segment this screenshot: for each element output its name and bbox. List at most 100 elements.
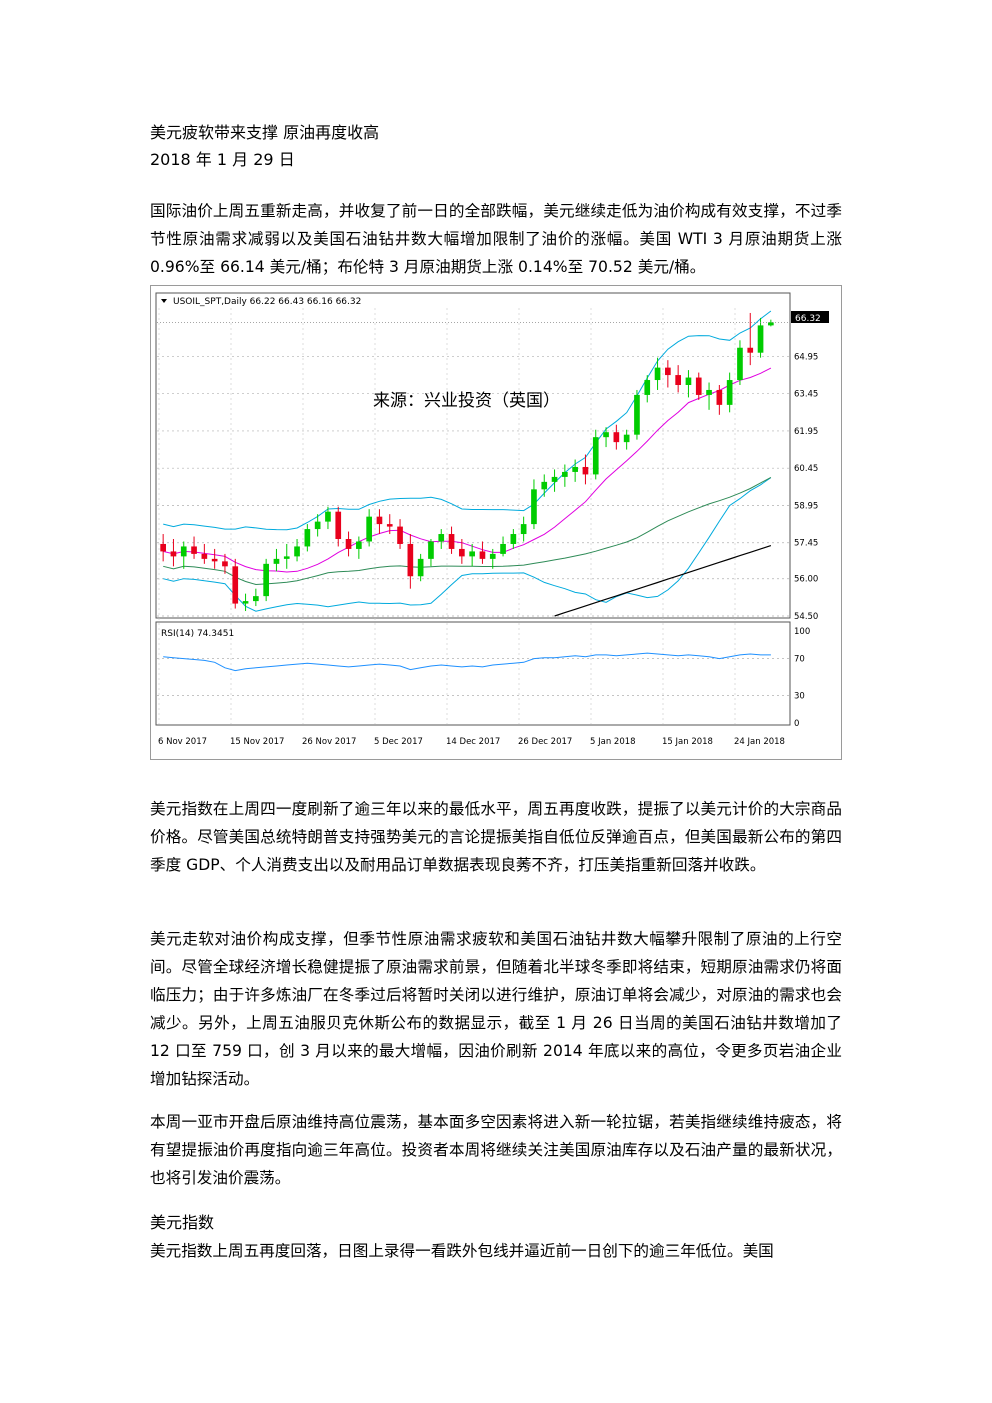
candle-body (582, 466, 589, 475)
price-tick-label: 60.45 (794, 464, 818, 474)
candle-body (345, 539, 352, 549)
candle-body (706, 389, 712, 395)
candle-body (716, 389, 723, 405)
candle-body (242, 601, 249, 604)
candle-body (438, 534, 445, 542)
price-tick-label: 57.45 (794, 539, 818, 549)
time-tick-label: 26 Nov 2017 (302, 737, 356, 747)
candle-body (685, 377, 692, 385)
rsi-tick-label: 100 (794, 627, 810, 637)
rsi-line (163, 652, 771, 672)
candle-body (644, 380, 651, 395)
candle-body (572, 466, 578, 472)
price-pane (155, 292, 791, 619)
article-date: 2018 年 1 月 29 日 (150, 150, 295, 169)
candle-body (551, 476, 558, 482)
paragraph-2: 美元指数在上周四一度刷新了逾三年以来的最低水平，周五再度收跌，提振了以美元计价的… (150, 800, 842, 874)
candle-body (386, 524, 393, 527)
paragraph-5: 美元指数上周五再度回落，日图上录得一看跌外包线并逼近前一日创下的逾三年低位。美国 (150, 1242, 774, 1260)
rsi-tick-label: 70 (794, 655, 805, 665)
candle-body (283, 556, 290, 559)
price-tick-label: 63.45 (794, 390, 818, 400)
candle-body (180, 546, 187, 557)
candle-body (356, 541, 362, 549)
section-heading: 美元指数 (150, 1213, 215, 1232)
candle-body (520, 524, 527, 535)
candle-body (675, 375, 681, 385)
candle-body (314, 521, 321, 530)
time-tick-label: 5 Dec 2017 (374, 737, 423, 747)
bollinger-upper (163, 310, 772, 531)
candle-body (160, 543, 166, 552)
time-tick-label: 15 Jan 2018 (662, 737, 713, 747)
candle-body (531, 489, 537, 525)
candle-body (170, 551, 177, 557)
candle-body (294, 546, 300, 557)
candle-body (459, 548, 465, 557)
candle-body (211, 558, 218, 562)
time-tick-label: 5 Jan 2018 (590, 737, 636, 747)
candle-body (592, 437, 599, 475)
price-tick-label: 58.95 (794, 501, 818, 511)
rsi-label: RSI(14) 74.3451 (161, 629, 234, 639)
candle-body (510, 534, 517, 544)
paragraph-4: 本周一亚市开盘后原油维持高位震荡，基本面多空因素将进入新一轮拉锯，若美指继续维持… (150, 1113, 842, 1187)
candle-body (665, 367, 671, 376)
candle-body (768, 322, 774, 326)
price-badge-text: 66.32 (795, 314, 821, 324)
moving-average-200 (554, 545, 772, 617)
candle-body (191, 546, 197, 554)
chart-watermark: 来源：兴业投资（英国） (373, 391, 560, 411)
candle-body (304, 529, 311, 547)
price-tick-label: 61.95 (794, 427, 818, 437)
candle-body (397, 526, 403, 544)
candle-body (726, 380, 733, 405)
candle-body (201, 553, 208, 559)
time-tick-label: 26 Dec 2017 (518, 737, 572, 747)
candle-body (263, 563, 269, 597)
candle-body (695, 377, 702, 395)
candle-body (407, 543, 414, 577)
paragraph-1: 国际油价上周五重新走高，并收复了前一日的全部跌幅，美元继续走低为油价构成有效支撑… (150, 202, 842, 276)
candle-body (376, 516, 383, 525)
dropdown-triangle-icon (161, 299, 167, 303)
time-tick-label: 6 Nov 2017 (158, 737, 207, 747)
candle-body (253, 596, 259, 602)
candle-body (325, 511, 331, 522)
paragraph-3: 美元走软对油价构成支撑，但季节性原油需求疲软和美国石油钻井数大幅攀升限制了原油的… (150, 930, 842, 1088)
candle-body (222, 561, 228, 567)
chart-header: USOIL_SPT,Daily 66.22 66.43 66.16 66.32 (173, 297, 361, 307)
candle-body (366, 516, 372, 542)
candle-body (634, 394, 640, 435)
candle-body (654, 367, 661, 381)
oil-chart: 54.50 56.00 57.45 58.95 60.45 61.95 63.45 64.95… (150, 285, 842, 760)
rsi-tick-label: 30 (794, 691, 805, 701)
chart-svg: 54.50 56.00 57.45 58.95 60.45 61.95 63.45 64.95… (155, 292, 829, 747)
candle-body (623, 434, 630, 443)
price-tick-label: 64.95 (794, 352, 818, 362)
candle-body (500, 543, 506, 554)
candle-body (273, 558, 280, 564)
article-title: 美元疲软带来支撑 原油再度收高 (150, 123, 380, 142)
candle-body (757, 325, 764, 353)
candle-body (737, 347, 743, 381)
candle-body (747, 347, 754, 353)
bollinger-lower (163, 477, 772, 612)
candle-body (541, 481, 548, 490)
time-tick-label: 15 Nov 2017 (230, 737, 284, 747)
price-tick-label: 54.50 (794, 612, 818, 622)
time-tick-label: 24 Jan 2018 (734, 737, 785, 747)
candle-body (335, 511, 342, 539)
candle-body (562, 471, 568, 477)
price-badge (791, 311, 829, 323)
candle-body (448, 534, 455, 549)
candle-body (613, 432, 620, 443)
candle-body (232, 566, 239, 604)
candle-body (428, 541, 434, 559)
candle-body (417, 558, 424, 577)
price-tick-label: 56.00 (794, 575, 818, 585)
candle-body (479, 551, 486, 559)
candle-body (469, 551, 475, 557)
rsi-tick-label: 0 (794, 719, 799, 729)
